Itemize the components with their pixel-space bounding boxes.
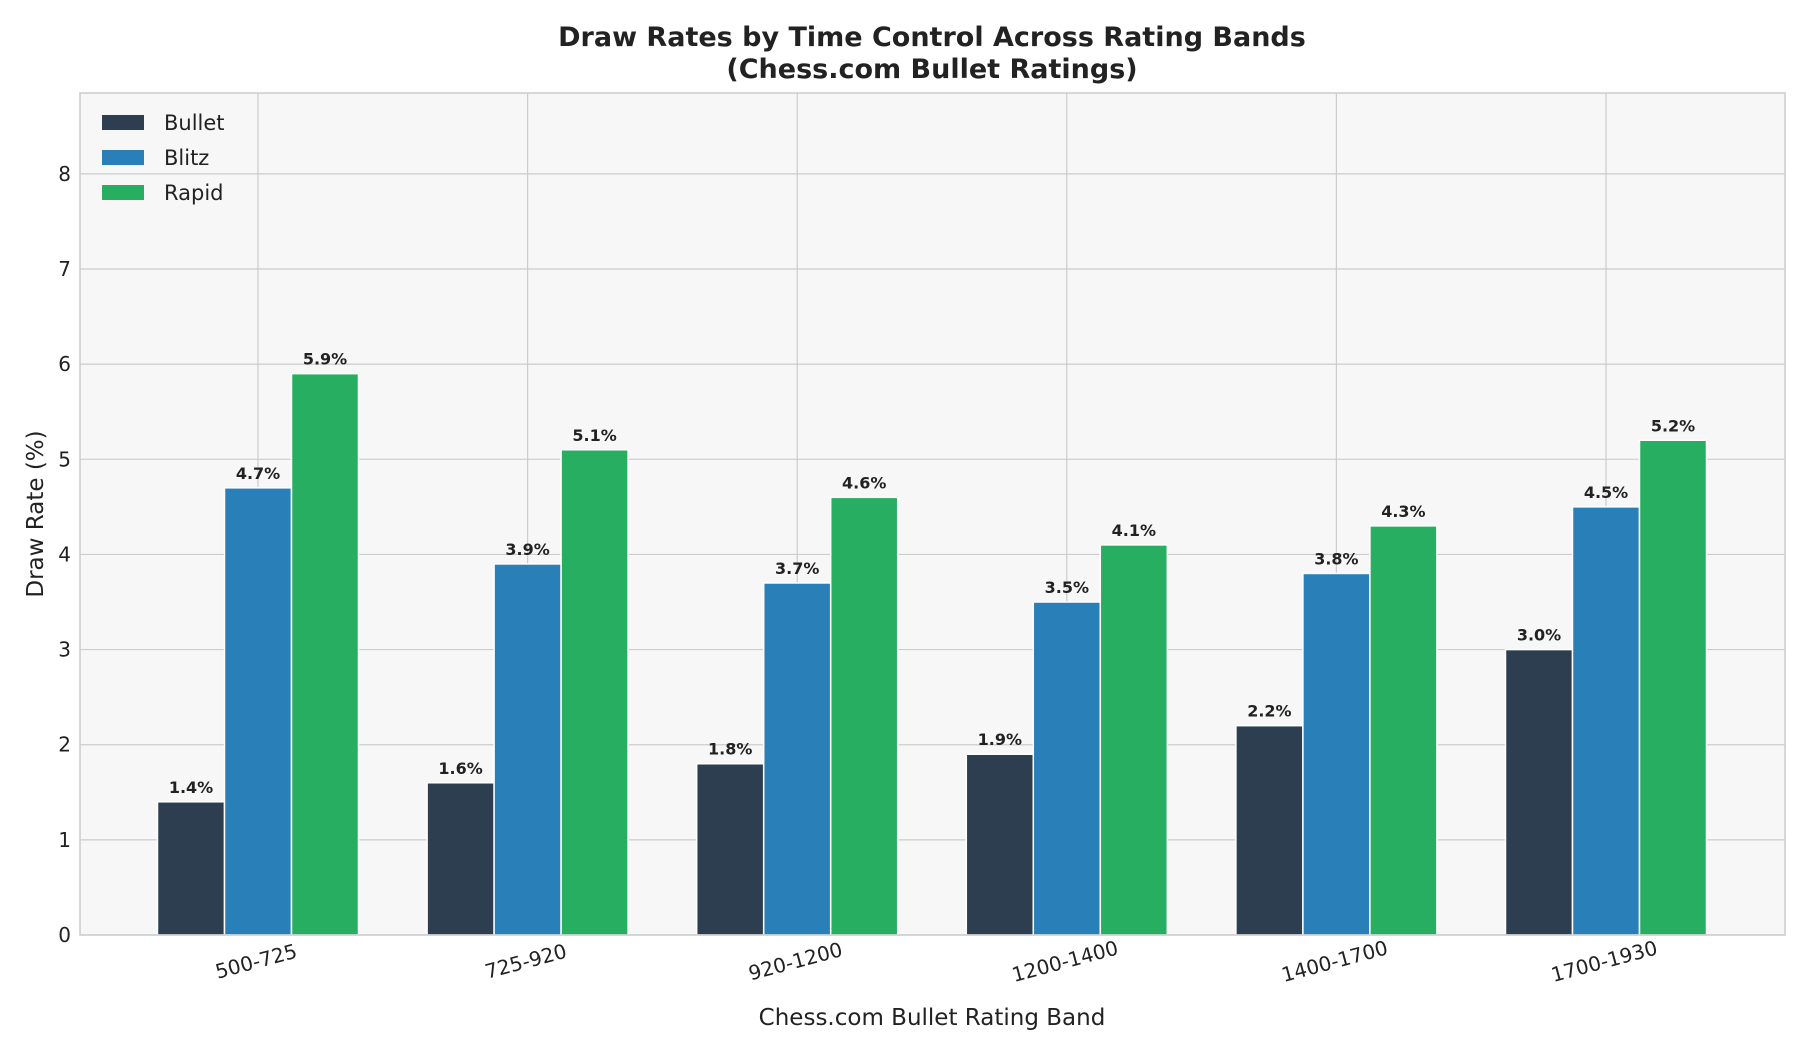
plot-frame (79, 92, 1786, 936)
data-label-rapid: 4.6% (842, 473, 886, 492)
bar-rapid (560, 449, 629, 936)
bar-rapid (829, 496, 899, 936)
y-axis-label: Draw Rate (%) (23, 430, 49, 597)
data-label-bullet: 1.9% (978, 730, 1022, 749)
data-label-blitz: 3.9% (505, 540, 549, 559)
bar-bullet (695, 762, 765, 936)
x-axis-label: Chess.com Bullet Rating Band (759, 1005, 1106, 1031)
x-tick-label: 920-1200 (746, 937, 845, 985)
bar-rapid (1099, 544, 1169, 936)
data-label-blitz: 3.7% (775, 559, 819, 578)
x-tick-label: 725-920 (482, 939, 569, 984)
y-tick-label: 2 (58, 733, 71, 757)
bar-blitz (223, 487, 293, 936)
y-axis-ticks: 0 1 2 3 4 5 6 7 8 (58, 162, 71, 947)
data-label-rapid: 5.9% (303, 350, 347, 369)
legend-label-rapid: Rapid (164, 181, 224, 205)
legend-swatch-rapid (102, 185, 144, 200)
y-tick-label: 1 (58, 828, 71, 852)
plot-area (80, 93, 1785, 935)
y-tick-label: 7 (58, 257, 71, 281)
data-label-bullet: 2.2% (1247, 702, 1291, 721)
bar-bullet (965, 753, 1035, 936)
data-label-blitz: 4.7% (236, 464, 280, 483)
data-label-bullet: 3.0% (1517, 626, 1561, 645)
data-label-blitz: 3.5% (1045, 578, 1089, 597)
legend-label-bullet: Bullet (164, 111, 225, 135)
legend-swatch-blitz (102, 150, 144, 165)
bar-blitz (1032, 601, 1102, 936)
bar-rapid (1369, 525, 1438, 936)
data-label-bullet: 1.8% (708, 740, 752, 759)
x-axis-ticks: 500-725 725-920 920-1200 1200-1400 1400-1700… (213, 936, 1660, 987)
legend-swatch-bullet (102, 115, 144, 130)
legend: Bullet Blitz Rapid (102, 111, 225, 205)
y-tick-label: 3 (58, 638, 71, 662)
bar-bullet (156, 801, 226, 936)
data-label-rapid: 4.3% (1381, 502, 1425, 521)
data-label-bullet: 1.4% (169, 778, 213, 797)
chart-title: Draw Rates by Time Control Across Rating… (558, 22, 1306, 53)
y-tick-label: 4 (58, 542, 71, 566)
data-label-rapid: 5.1% (572, 426, 616, 445)
data-label-blitz: 4.5% (1584, 483, 1628, 502)
x-tick-label: 1200-1400 (1009, 936, 1121, 987)
y-tick-label: 6 (58, 352, 71, 376)
y-tick-label: 5 (58, 447, 71, 471)
bar-blitz (1302, 572, 1371, 936)
x-tick-label: 1700-1930 (1548, 936, 1660, 987)
data-label-blitz: 3.8% (1314, 549, 1358, 568)
bar-blitz (762, 582, 832, 936)
data-label-rapid: 5.2% (1651, 416, 1695, 435)
x-tick-label: 1400-1700 (1279, 936, 1391, 987)
x-tick-label: 500-725 (213, 939, 300, 984)
legend-label-blitz: Blitz (164, 146, 209, 170)
y-tick-label: 8 (58, 162, 71, 186)
bar-rapid (1638, 439, 1708, 936)
bar-bullet (426, 782, 495, 936)
data-label-rapid: 4.1% (1112, 521, 1156, 540)
y-tick-label: 0 (58, 923, 71, 947)
bar-bullet (1235, 724, 1304, 936)
data-label-bullet: 1.6% (438, 759, 482, 778)
bars: 1.4% 4.7% 5.9% 1.6% 3.9% 5.1% 1.8% 3.7% 4.6% 1.9%… (156, 350, 1708, 936)
bar-rapid (290, 372, 360, 936)
chart-subtitle: (Chess.com Bullet Ratings) (726, 54, 1137, 85)
bar-blitz (1571, 506, 1641, 936)
bar-blitz (493, 563, 562, 936)
bar-bullet (1504, 648, 1574, 936)
